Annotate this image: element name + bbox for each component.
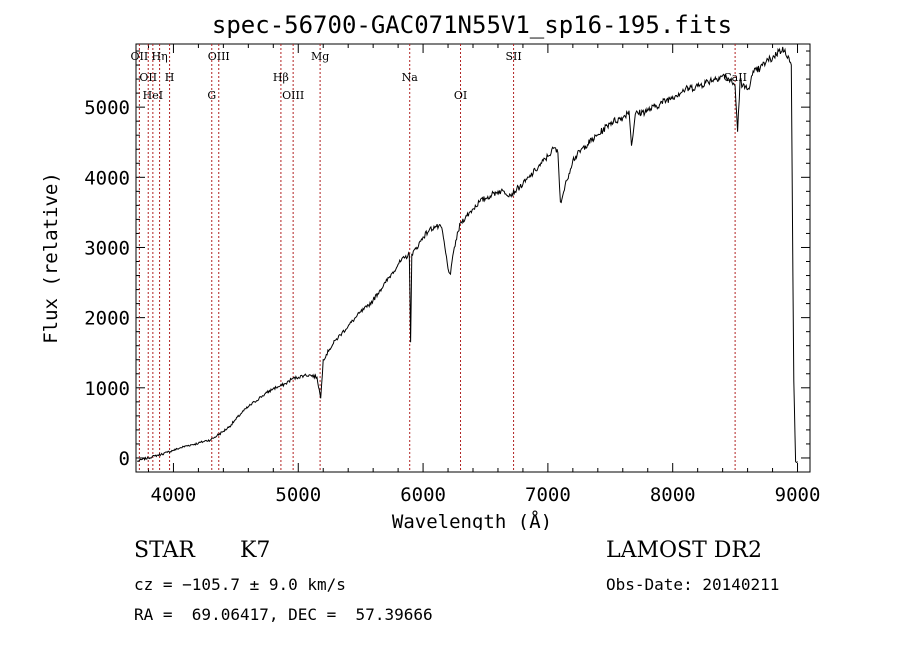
x-axis: 4000 5000 6000 7000 8000 9000 (147, 44, 821, 506)
spectral-line-label: OI (454, 89, 467, 102)
spectrum-chart: spec-56700-GAC071N55V1_sp16-195.fits 400… (40, 11, 821, 530)
spectral-line-label: OII (131, 50, 149, 63)
chart-title: spec-56700-GAC071N55V1_sp16-195.fits (212, 11, 732, 39)
y-tick-label: 3000 (84, 237, 130, 259)
spectral-line-label: Mg (311, 50, 329, 63)
object-class: STAR (134, 538, 195, 563)
x-tick-label: 4000 (151, 484, 197, 506)
y-tick-label: 2000 (84, 308, 130, 330)
spectral-line-label: Hβ (273, 71, 289, 84)
spectral-line-label: G (207, 89, 216, 102)
y-tick-label: 5000 (84, 97, 130, 119)
coordinates: RA = 69.06417, DEC = 57.39666 (134, 605, 433, 624)
object-subclass: K7 (240, 538, 271, 563)
x-tick-label: 5000 (275, 484, 321, 506)
spectral-line-label: H (165, 71, 175, 84)
spectral-line-label: OIII (208, 50, 230, 63)
spectral-line-label: Na (402, 71, 419, 84)
x-axis-label: Wavelength (Å) (392, 510, 552, 530)
survey-name: LAMOST DR2 (606, 538, 762, 563)
spectral-line-label: Hη (151, 50, 167, 63)
spectral-line-label: OIII (282, 89, 304, 102)
spectral-line-label: SII (505, 50, 521, 63)
spectral-line-label: HeI (143, 89, 163, 102)
spectral-line-label: OII (139, 71, 157, 84)
y-tick-label: 4000 (84, 167, 130, 189)
observation-date: Obs-Date: 20140211 (606, 575, 780, 594)
x-tick-label: 7000 (525, 484, 571, 506)
x-tick-label: 6000 (400, 484, 446, 506)
y-axis-label: Flux (relative) (40, 172, 62, 344)
y-tick-label: 1000 (84, 378, 130, 400)
x-tick-label: 8000 (650, 484, 696, 506)
y-tick-label: 0 (119, 448, 130, 470)
x-tick-label: 9000 (775, 484, 821, 506)
spectrum-line (136, 46, 798, 463)
redshift-cz: cz = −105.7 ± 9.0 km/s (134, 575, 346, 594)
y-axis: 0 1000 2000 3000 4000 5000 (84, 50, 810, 473)
plot-frame (135, 43, 811, 473)
